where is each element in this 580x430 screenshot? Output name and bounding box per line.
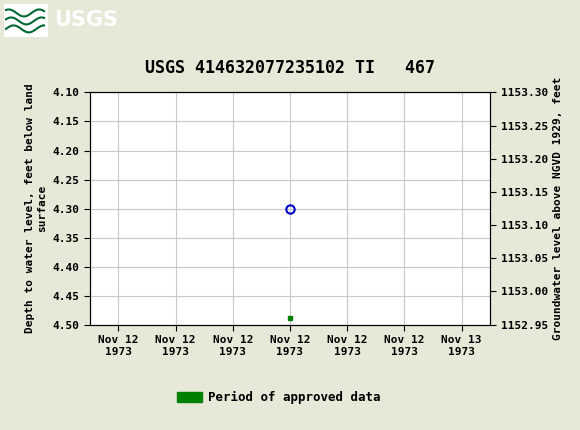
Text: USGS: USGS bbox=[54, 10, 118, 31]
FancyBboxPatch shape bbox=[4, 4, 48, 37]
Y-axis label: Groundwater level above NGVD 1929, feet: Groundwater level above NGVD 1929, feet bbox=[553, 77, 563, 340]
Y-axis label: Depth to water level, feet below land
surface: Depth to water level, feet below land su… bbox=[26, 84, 47, 333]
Text: USGS 414632077235102 TI   467: USGS 414632077235102 TI 467 bbox=[145, 59, 435, 77]
Legend: Period of approved data: Period of approved data bbox=[176, 391, 380, 404]
